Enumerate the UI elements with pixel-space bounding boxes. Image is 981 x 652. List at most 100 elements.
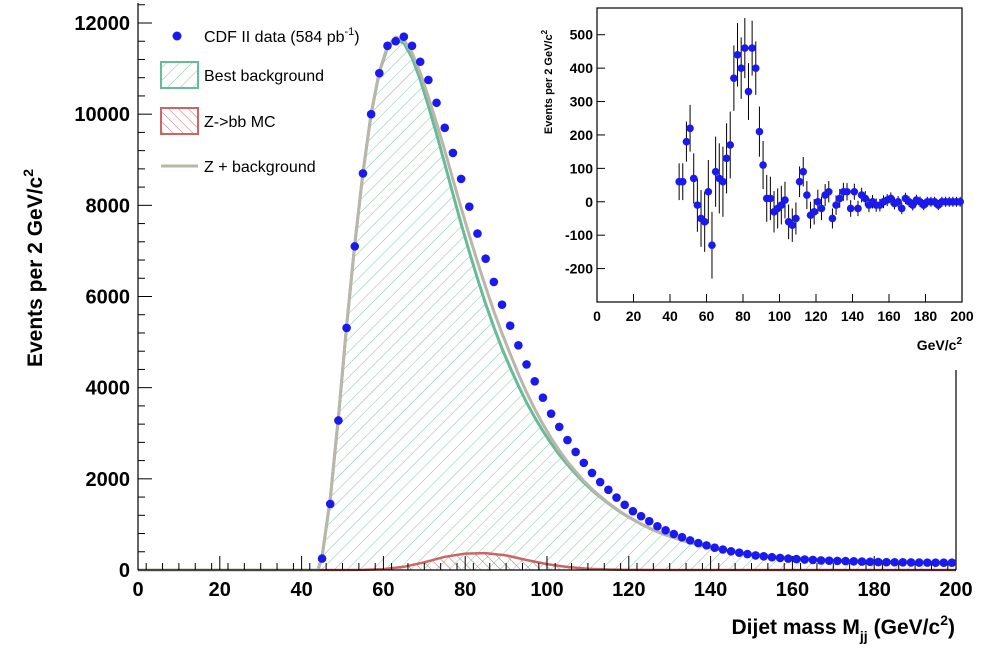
- main-data-point: [595, 477, 605, 487]
- main-data-point: [620, 500, 630, 510]
- main-data-point: [636, 511, 646, 521]
- main-data-point: [792, 554, 801, 564]
- inset-y-tick-label: -100: [565, 227, 593, 243]
- main-data-point: [407, 41, 417, 51]
- inset-y-tick-label: 200: [570, 127, 594, 143]
- main-data-point: [865, 557, 875, 567]
- inset-data-point: [708, 241, 716, 250]
- main-data-point: [424, 75, 433, 85]
- main-data-point: [587, 468, 597, 478]
- inset-data-point: [748, 44, 756, 52]
- background-fill: [138, 39, 952, 570]
- main-data-point: [751, 551, 760, 560]
- main-data-point: [947, 558, 957, 568]
- main-x-tick-label: 140: [694, 579, 727, 601]
- inset-data-point: [854, 204, 862, 213]
- main-x-tick-label: 0: [132, 579, 143, 601]
- main-ylabel-sup: 2: [20, 169, 36, 177]
- main-data-point: [530, 376, 540, 386]
- main-data-point: [882, 557, 891, 567]
- inset-data-point: [682, 137, 691, 146]
- main-data-point: [702, 541, 711, 550]
- main-data-point: [767, 552, 777, 562]
- inset-y-tick-label: 400: [570, 60, 594, 76]
- main-data-point: [546, 409, 556, 418]
- main-data-point: [661, 526, 670, 535]
- inset-data-point: [781, 196, 789, 204]
- main-data-point: [554, 422, 564, 432]
- main-y-tick-label: 0: [119, 560, 130, 582]
- main-y-tick-label: 2000: [86, 469, 131, 491]
- inset-xlabel-sup: 2: [956, 336, 962, 347]
- inset-data-point: [861, 194, 870, 203]
- main-data-point: [604, 485, 613, 495]
- main-data-point: [890, 557, 899, 567]
- main-y-tick-label: 8000: [86, 195, 131, 217]
- main-y-tick-label: 12000: [74, 13, 130, 35]
- inset-data-point: [678, 177, 687, 186]
- inset-data-point: [730, 74, 738, 82]
- main-xlabel: Dijet mass Mjj (GeV/c2): [732, 612, 956, 644]
- inset-data-point: [792, 214, 800, 223]
- main-x-tick-label: 160: [776, 579, 809, 601]
- inset-y-tick-label: -200: [565, 261, 593, 277]
- inset-data-point: [689, 174, 698, 183]
- main-data-point: [784, 554, 793, 563]
- inset-y-tick-label: 100: [570, 160, 594, 176]
- legend-background-swatch: [160, 61, 199, 89]
- main-data-point: [824, 556, 834, 565]
- main-data-point: [677, 532, 687, 542]
- inset-data-point: [686, 124, 694, 133]
- legend-zbb-swatch: [160, 107, 199, 135]
- inset-data-point: [726, 141, 735, 149]
- inset-x-tick-label: 40: [662, 308, 678, 324]
- main-data-point: [653, 521, 662, 531]
- main-data-point: [464, 202, 474, 212]
- inset-data-point: [803, 191, 811, 199]
- main-data-point: [775, 553, 785, 563]
- main-x-tick-label: 120: [612, 579, 645, 601]
- main-data-point: [906, 558, 916, 567]
- inset-data-point: [704, 187, 713, 196]
- legend-zbb-label: Z->bb MC: [204, 114, 276, 131]
- main-x-tick-label: 20: [209, 579, 231, 601]
- main-data-point: [571, 447, 580, 457]
- inset-data-point: [759, 161, 767, 169]
- inset-data-point: [894, 197, 902, 206]
- main-data-point: [873, 557, 883, 567]
- inset-y-tick-label: 0: [585, 194, 593, 210]
- main-xlabel-sub: jj: [859, 628, 868, 644]
- main-data-point: [375, 68, 384, 78]
- main-y-tick-label: 4000: [86, 378, 131, 400]
- main-data-point: [816, 556, 826, 565]
- inset-x-tick-label: 20: [626, 308, 642, 324]
- main-data-point: [391, 36, 400, 46]
- main-data-point: [734, 548, 744, 557]
- main-data-point: [669, 529, 679, 539]
- main-data-point: [939, 558, 949, 568]
- inset-ylabel: Events per 2 GeV/c2: [540, 29, 555, 134]
- inset-data-point: [810, 207, 818, 216]
- inset-x-tick-label: 200: [950, 308, 974, 324]
- main-xlabel-sup: 2: [940, 612, 948, 628]
- inset-data-point: [700, 218, 709, 226]
- legend: CDF II data (584 pb-1) Best background Z…: [160, 26, 360, 176]
- main-data-point: [489, 277, 499, 287]
- main-data-point: [342, 323, 351, 333]
- legend-data-marker: [172, 31, 182, 41]
- inset-data-point: [737, 64, 745, 72]
- inset-data-point: [832, 201, 840, 209]
- main-data-point: [522, 360, 531, 369]
- legend-data-label: CDF II data (584 pb-1): [204, 26, 360, 46]
- inset-data-point: [788, 221, 797, 229]
- main-data-point: [841, 556, 850, 566]
- inset-x-tick-label: 120: [804, 308, 828, 324]
- inset-x-tick-label: 100: [768, 308, 792, 324]
- main-data-point: [432, 98, 441, 108]
- main-y-tick-label: 10000: [74, 104, 130, 126]
- inset-data-point: [824, 187, 833, 196]
- main-data-point: [473, 229, 482, 238]
- main-data-point: [317, 554, 327, 563]
- inset-data-point: [741, 44, 749, 52]
